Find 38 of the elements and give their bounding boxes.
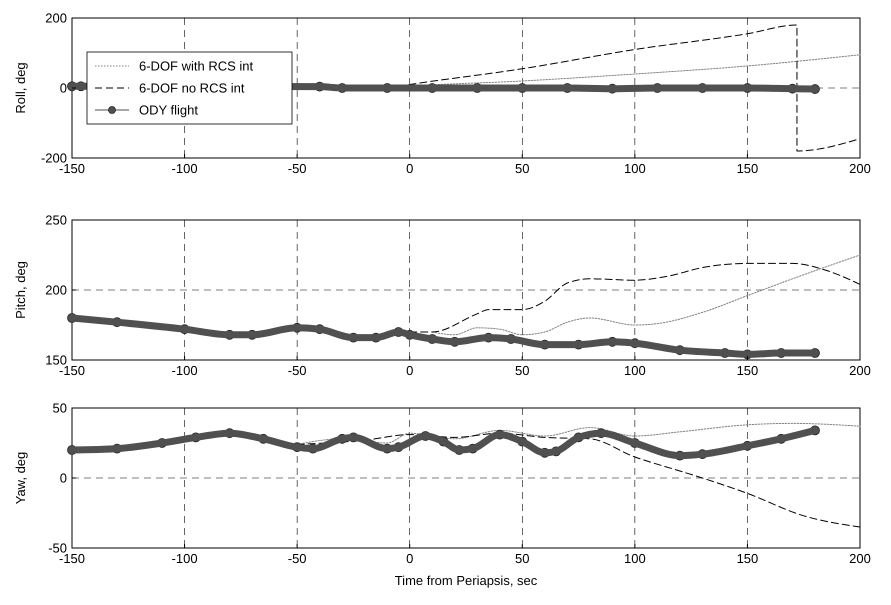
x-tick-label: -50 xyxy=(288,161,307,176)
x-tick-label: 0 xyxy=(406,551,414,566)
y-axis-title: Yaw, deg xyxy=(13,452,28,504)
y-tick-label: 150 xyxy=(45,352,67,368)
x-tick-label: 50 xyxy=(515,161,530,176)
x-tick-label: 200 xyxy=(849,161,871,176)
y-axis-title: Roll, deg xyxy=(13,62,28,114)
y-axis-title: Pitch, deg xyxy=(13,261,28,319)
x-tick-label: 50 xyxy=(515,551,530,566)
x-tick-label: -100 xyxy=(172,551,198,566)
x-tick-label: 100 xyxy=(624,551,646,566)
x-tick-label: 50 xyxy=(515,363,530,378)
x-tick-label: 200 xyxy=(849,551,871,566)
x-tick-label: 150 xyxy=(736,363,758,378)
legend-label: ODY flight xyxy=(139,102,198,118)
x-tick-label: -50 xyxy=(288,363,307,378)
x-tick-label: 150 xyxy=(736,161,758,176)
x-tick-label: 0 xyxy=(406,161,414,176)
legend-label: 6-DOF with RCS int xyxy=(139,58,254,74)
legend-label: 6-DOF no RCS int xyxy=(139,80,245,96)
x-tick-label: 0 xyxy=(406,363,414,378)
y-tick-label: 50 xyxy=(52,400,67,416)
x-tick-label: 100 xyxy=(624,363,646,378)
y-tick-label: 200 xyxy=(45,10,67,26)
y-tick-label: 0 xyxy=(60,80,67,96)
y-tick-label: 0 xyxy=(60,470,67,486)
x-tick-label: 150 xyxy=(736,551,758,566)
y-tick-label: -50 xyxy=(48,540,67,556)
y-tick-label: -200 xyxy=(40,150,67,166)
x-tick-label: -50 xyxy=(288,551,307,566)
x-tick-label: 100 xyxy=(624,161,646,176)
x-axis-title: Time from Periapsis, sec xyxy=(394,573,538,588)
y-tick-label: 200 xyxy=(45,282,67,298)
y-tick-label: 250 xyxy=(45,212,67,228)
x-tick-label: -100 xyxy=(172,161,198,176)
line-series xyxy=(432,254,860,336)
x-tick-label: 200 xyxy=(849,363,871,378)
x-tick-label: -100 xyxy=(172,363,198,378)
